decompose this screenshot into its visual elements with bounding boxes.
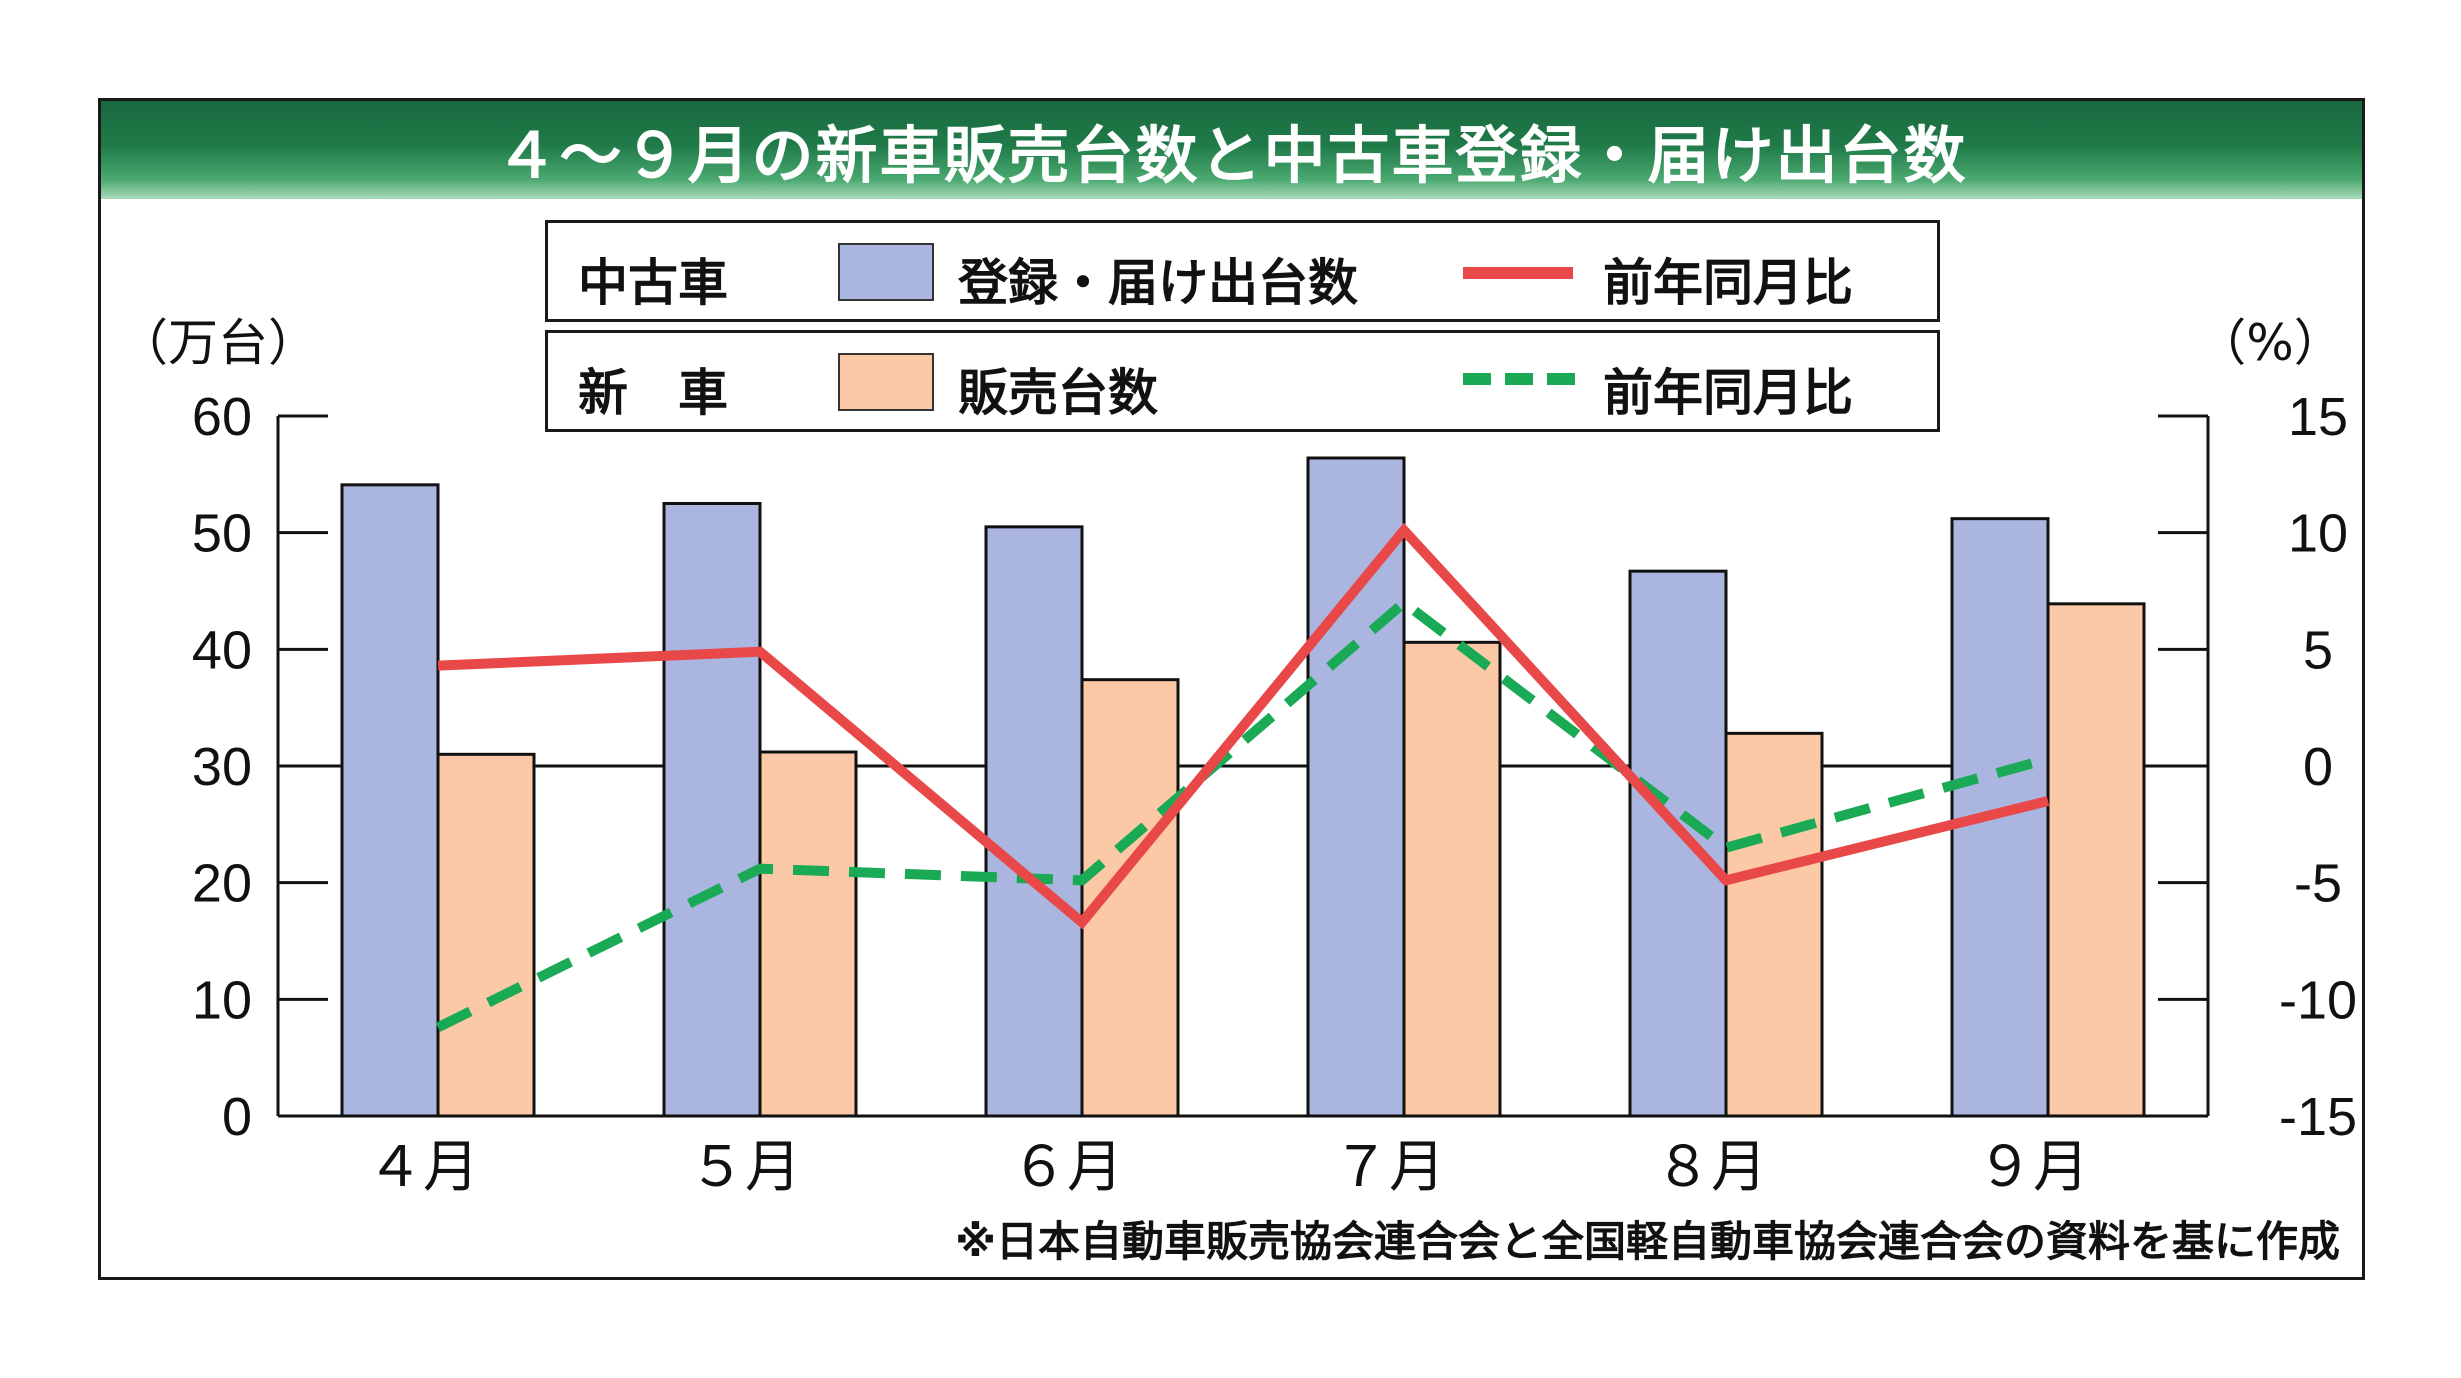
- legend-new-bar-swatch: [838, 353, 934, 411]
- right-unit-label: （%）: [2196, 314, 2344, 372]
- used-bar: [662, 502, 762, 1118]
- new-yoy-line: [435, 597, 2050, 1032]
- left-tick-label: 50: [192, 504, 252, 564]
- chart-title: ４～９月の新車販売台数と中古車登録・届け出台数: [495, 119, 1968, 192]
- new-bar: [1402, 640, 1502, 1118]
- used-bar: [1628, 569, 1728, 1118]
- new-bar: [436, 752, 536, 1118]
- left-tick-label: 30: [192, 737, 252, 797]
- left-unit-label: （万台）: [118, 314, 318, 372]
- used-bar: [1306, 456, 1406, 1118]
- x-tick-label: ４月: [367, 1135, 479, 1200]
- right-tick-label: 5: [2303, 620, 2333, 680]
- legend-new-line-label: 前年同月比: [1603, 364, 1853, 422]
- left-tick-label: 10: [192, 970, 252, 1030]
- used-bar: [984, 525, 1084, 1118]
- right-tick-label: 10: [2288, 504, 2348, 564]
- legend-used-bar-swatch: [838, 243, 934, 301]
- left-tick-label: 0: [222, 1087, 252, 1147]
- legend-new-label: 新 車: [578, 364, 728, 422]
- right-tick-label: -10: [2279, 970, 2357, 1030]
- legend-new: 新 車 販売台数 前年同月比: [545, 330, 1940, 432]
- legend-new-bar-label: 販売台数: [958, 364, 1158, 422]
- new-bar: [2046, 602, 2146, 1118]
- x-tick-label: ９月: [1977, 1135, 2089, 1200]
- x-tick-label: ８月: [1655, 1135, 1767, 1200]
- right-tick-label: 15: [2288, 387, 2348, 447]
- left-tick-label: 40: [192, 620, 252, 680]
- new-bar: [758, 750, 858, 1118]
- right-tick-label: -15: [2279, 1087, 2357, 1147]
- legend-used-label: 中古車: [578, 254, 728, 312]
- legend-used-bar-label: 登録・届け出台数: [958, 254, 1358, 312]
- used-bar: [340, 483, 440, 1118]
- legend-used: 中古車 登録・届け出台数 前年同月比: [545, 220, 1940, 322]
- right-tick-label: 0: [2303, 737, 2333, 797]
- used-yoy-line: [437, 522, 2050, 930]
- left-tick-label: 20: [192, 854, 252, 914]
- x-tick-label: ７月: [1333, 1135, 1445, 1200]
- legend-used-line-swatch: [1463, 267, 1573, 279]
- x-tick-label: ５月: [689, 1135, 801, 1200]
- legend-new-line-swatch: [1463, 373, 1578, 385]
- x-tick-label: ６月: [1011, 1135, 1123, 1200]
- new-bar: [1724, 731, 1824, 1118]
- right-tick-label: -5: [2294, 854, 2342, 914]
- left-tick-label: 60: [192, 387, 252, 447]
- footnote: ※日本自動車販売協会連合会と全国軽自動車協会連合会の資料を基に作成: [955, 1217, 2340, 1266]
- legend-used-line-label: 前年同月比: [1603, 254, 1853, 312]
- title-bar: ４～９月の新車販売台数と中古車登録・届け出台数: [101, 101, 2362, 199]
